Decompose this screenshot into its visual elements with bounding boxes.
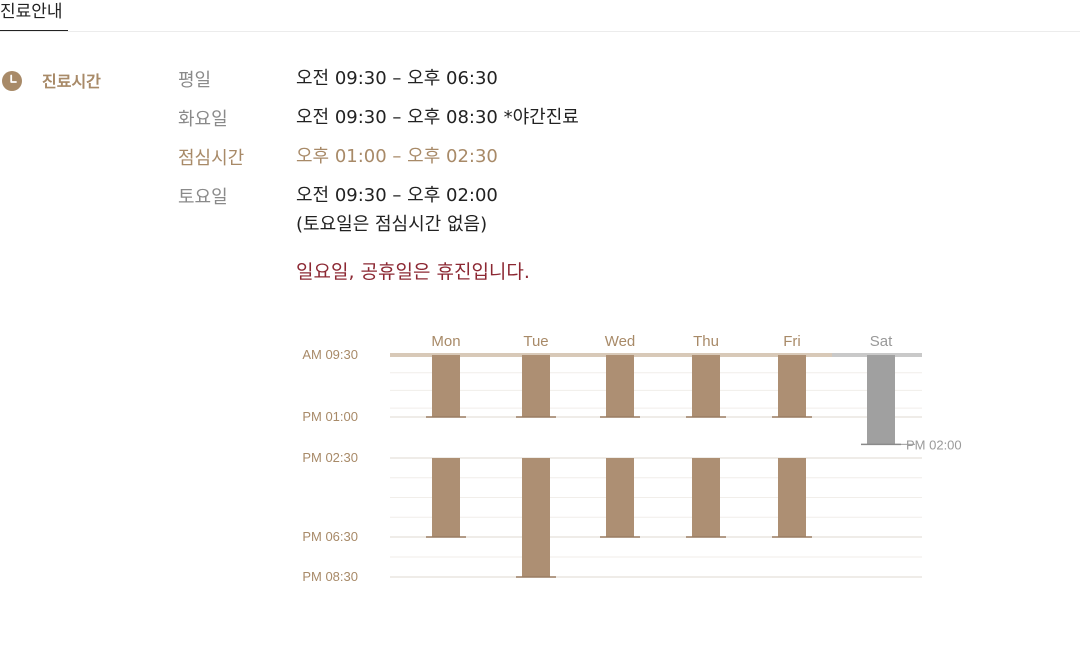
- y-tick-label: PM 08:30: [302, 569, 358, 584]
- lunch-label: 점심시간: [178, 148, 245, 169]
- tab-clinic-info[interactable]: 진료안내: [0, 0, 68, 31]
- clock-icon: [2, 71, 22, 91]
- holiday-notice: 일요일, 공휴일은 휴진입니다.: [296, 261, 530, 283]
- tuesday-hours: 오전 09:30 – 오후 08:30 *야간진료: [296, 107, 579, 128]
- section-title: 진료시간: [42, 72, 101, 91]
- y-tick-label: PM 01:00: [302, 409, 358, 424]
- saturday-label: 토요일: [178, 187, 228, 208]
- bar-sat: [867, 355, 895, 445]
- weekday-label: 평일: [178, 70, 212, 91]
- weekday-hours: 오전 09:30 – 오후 06:30: [296, 68, 498, 89]
- saturday-hours: 오전 09:30 – 오후 02:00: [296, 185, 498, 206]
- bar-tue: [522, 355, 550, 417]
- y-tick-label: PM 02:30: [302, 450, 358, 465]
- day-label: Wed: [605, 333, 636, 350]
- day-label: Thu: [693, 333, 719, 350]
- bar-tue: [522, 458, 550, 577]
- tuesday-label: 화요일: [178, 109, 228, 130]
- saturday-note: (토요일은 점심시간 없음): [296, 214, 488, 235]
- bar-fri: [778, 355, 806, 417]
- tab-bar: 진료안내: [0, 0, 1080, 32]
- y-tick-label: PM 06:30: [302, 529, 358, 544]
- bar-wed: [606, 458, 634, 537]
- day-label: Mon: [431, 333, 460, 350]
- bar-mon: [432, 355, 460, 417]
- bar-thu: [692, 355, 720, 417]
- hours-chart: AM 09:30 PM 01:00 PM 02:30 PM 06:30 PM 08:30…: [302, 333, 962, 584]
- day-label: Fri: [783, 333, 801, 350]
- bar-wed: [606, 355, 634, 417]
- lunch-hours: 오후 01:00 – 오후 02:30: [296, 146, 498, 167]
- day-label: Tue: [523, 333, 548, 350]
- bar-fri: [778, 458, 806, 537]
- day-label: Sat: [870, 333, 893, 350]
- y-tick-label: AM 09:30: [302, 347, 358, 362]
- bar-mon: [432, 458, 460, 537]
- bar-thu: [692, 458, 720, 537]
- annotation-label: PM 02:00: [906, 437, 962, 452]
